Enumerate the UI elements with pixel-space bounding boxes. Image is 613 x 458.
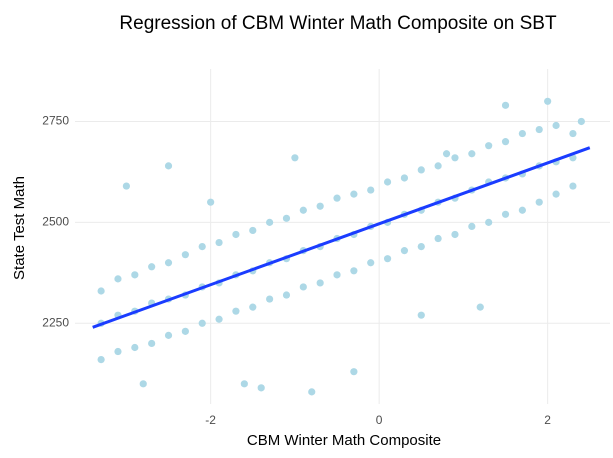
y-tick-label: 2750 [42,114,69,128]
point [316,202,324,210]
point [257,384,265,392]
point [367,186,375,194]
point [501,138,510,146]
point [400,247,409,255]
point [468,222,476,231]
point [148,263,156,271]
point [181,327,189,335]
point [164,259,173,267]
point [518,129,526,138]
point [240,380,248,388]
point [350,190,358,198]
point [316,279,324,287]
x-tick-label: 0 [376,413,383,427]
point [383,178,392,186]
point [131,271,139,279]
point [350,267,358,275]
point [451,230,459,239]
point [207,198,215,206]
point [552,190,560,198]
point [198,319,206,327]
point [164,162,173,170]
point [451,154,459,162]
point [333,194,341,202]
point [468,150,476,158]
point [299,206,307,214]
point [485,218,493,226]
point [476,303,484,311]
point [400,174,409,182]
point [181,251,189,259]
point [164,331,173,339]
point [501,101,510,109]
point [122,182,130,190]
point [442,150,451,158]
point [434,162,442,170]
point [569,129,577,138]
point [552,121,560,130]
point [215,315,223,323]
point [535,198,543,206]
x-axis-title: CBM Winter Math Composite [247,432,441,449]
point [97,287,105,295]
y-tick-label: 2500 [42,215,69,229]
point [544,97,552,105]
point [501,210,510,218]
point [367,259,375,267]
point [485,142,493,150]
point [291,154,299,162]
point [97,356,105,364]
point [114,275,122,283]
chart-title: Regression of CBM Winter Math Composite … [119,13,557,34]
point [417,311,425,319]
x-tick-label: -2 [205,413,216,427]
point [535,125,543,134]
point [299,283,307,291]
x-tick-label: 2 [544,413,551,427]
point [333,271,341,279]
point [148,339,156,348]
point [417,242,425,251]
point [139,380,147,388]
point [198,242,206,251]
point [232,230,240,239]
point [114,347,122,356]
point [282,291,291,299]
y-axis-title: State Test Math [11,176,28,280]
point [577,117,585,126]
y-tick-label: 2250 [42,315,69,329]
point [232,307,240,315]
point [215,238,223,247]
point [308,388,316,396]
point [569,182,577,190]
point [131,343,139,352]
point [266,295,274,303]
point [282,214,291,222]
point [383,255,392,263]
point [434,234,442,243]
point [417,166,425,174]
point [249,303,257,311]
point [518,206,526,214]
point [350,368,358,376]
point [249,226,257,235]
point [266,218,274,226]
regression-line [92,146,591,329]
